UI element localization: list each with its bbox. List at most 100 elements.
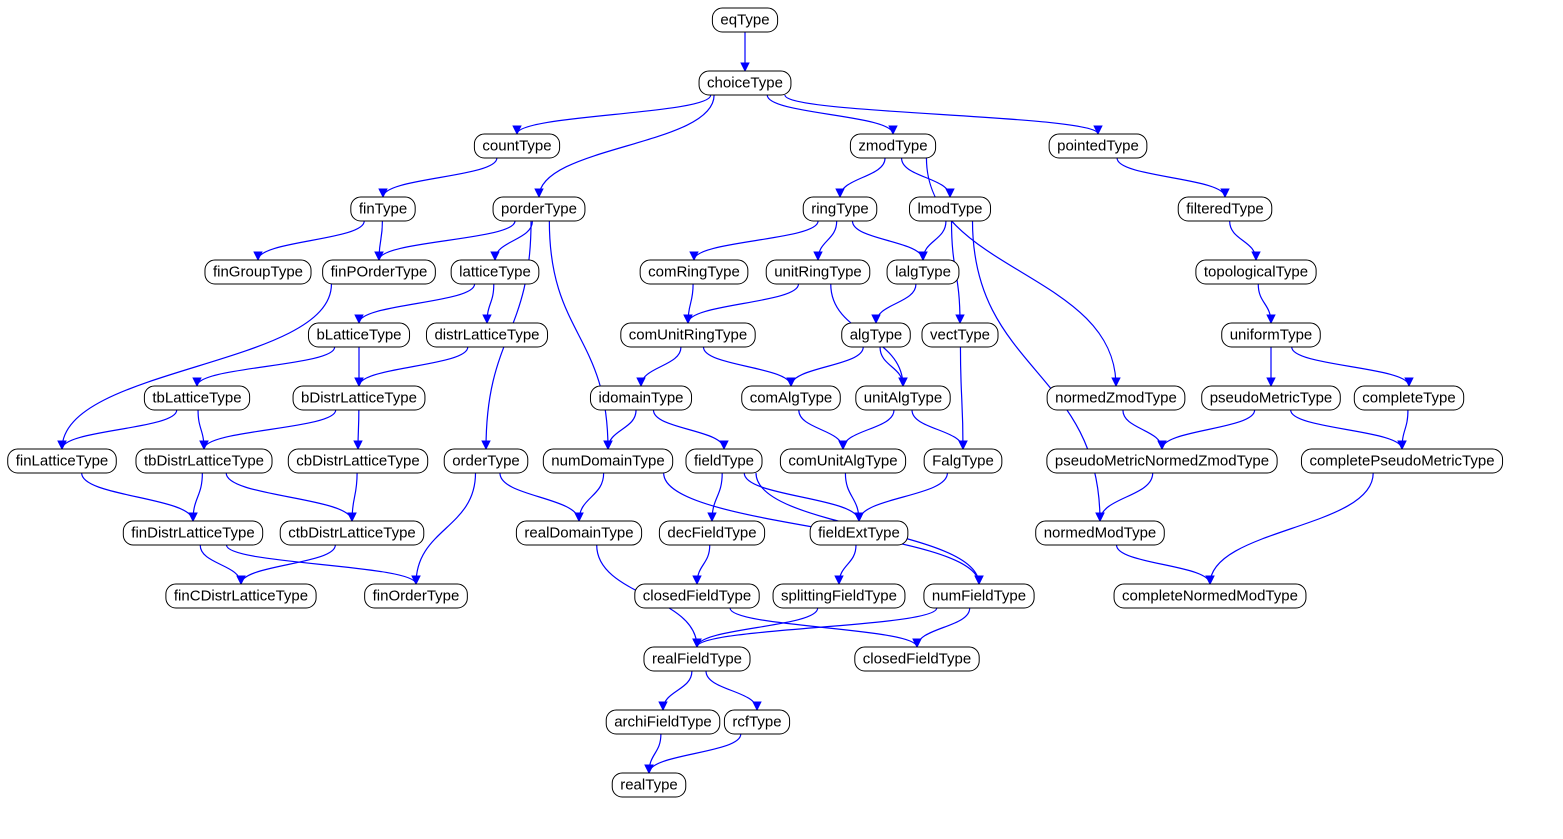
node-label-filteredType: filteredType [1186, 201, 1264, 218]
edge-fieldExtType-splittingFieldType [839, 545, 856, 584]
node-label-topologicalType: topologicalType [1204, 264, 1308, 281]
edge-algType-unitAlgType [880, 347, 903, 386]
node-comUnitAlgType: comUnitAlgType [780, 449, 905, 473]
node-unitRingType: unitRingType [766, 260, 870, 284]
node-label-ringType: ringType [811, 201, 869, 218]
node-eqType: eqType [712, 8, 777, 32]
node-filteredType: filteredType [1178, 197, 1272, 221]
node-label-distrLatticeType: distrLatticeType [434, 327, 539, 344]
node-numFieldType: numFieldType [924, 584, 1034, 608]
node-label-unitRingType: unitRingType [774, 264, 862, 281]
node-latticeType: latticeType [451, 260, 539, 284]
node-label-decFieldType: decFieldType [667, 525, 756, 542]
edge-rcfType-realType [649, 734, 741, 773]
node-countType: countType [474, 134, 559, 158]
node-label-porderType: porderType [501, 201, 577, 218]
node-finGroupType: finGroupType [205, 260, 311, 284]
edge-idomainType-fieldType [653, 410, 724, 449]
node-bDistrLatticeType: bDistrLatticeType [293, 386, 425, 410]
edge-ringType-lalgType [852, 221, 923, 260]
edge-completeType-completePseudoMetricType [1402, 410, 1408, 449]
node-label-numDomainType: numDomainType [551, 453, 664, 470]
edge-finType-finGroupType [258, 221, 364, 260]
type-hierarchy-diagram: eqTypechoiceTypecountTypezmodTypepointed… [0, 0, 1563, 839]
edge-comUnitRingType-idomainType [641, 347, 681, 386]
node-label-countType: countType [482, 138, 551, 155]
edge-choiceType-zmodType [767, 95, 893, 134]
node-label-normedModType: normedModType [1044, 525, 1157, 542]
node-label-finOrderType: finOrderType [373, 588, 460, 605]
node-zmodType: zmodType [850, 134, 935, 158]
node-label-closedFieldType2: closedFieldType [863, 651, 971, 668]
node-label-tbLatticeType: tbLatticeType [152, 390, 241, 407]
node-realType: realType [612, 773, 686, 797]
node-closedFieldType2: closedFieldType [855, 647, 979, 671]
node-splittingFieldType: splittingFieldType [773, 584, 905, 608]
edge-lmodType-normedModType [973, 221, 1101, 521]
node-completeType: completeType [1354, 386, 1463, 410]
node-label-FalgType: FalgType [932, 453, 994, 470]
node-layer: eqTypechoiceTypecountTypezmodTypepointed… [8, 8, 1503, 797]
edge-orderType-finOrderType [416, 473, 476, 584]
edge-orderType-realDomainType [500, 473, 579, 521]
edge-fieldType-decFieldType [712, 473, 722, 521]
edge-algType-comAlgType [791, 347, 863, 386]
edge-distrLatticeType-bDistrLatticeType [359, 347, 468, 386]
edge-decFieldType-closedFieldType [697, 545, 710, 584]
node-finType: finType [351, 197, 415, 221]
edge-bLatticeType-tbLatticeType [197, 347, 335, 386]
node-lmodType: lmodType [909, 197, 990, 221]
node-comRingType: comRingType [640, 260, 748, 284]
node-label-completePseudoMetricType: completePseudoMetricType [1309, 453, 1494, 470]
node-finLatticeType: finLatticeType [8, 449, 117, 473]
node-label-cbDistrLatticeType: cbDistrLatticeType [296, 453, 419, 470]
node-fieldType: fieldType [686, 449, 762, 473]
edge-archiFieldType-realType [649, 734, 661, 773]
node-label-closedFieldType: closedFieldType [643, 588, 751, 605]
node-label-completeType: completeType [1362, 390, 1455, 407]
node-uniformType: uniformType [1222, 323, 1321, 347]
node-finCDistrLatticeType: finCDistrLatticeType [166, 584, 316, 608]
edge-vectType-FalgType [960, 347, 963, 449]
edge-porderType-numDomainType [549, 221, 608, 449]
node-label-ctbDistrLatticeType: ctbDistrLatticeType [288, 525, 416, 542]
node-ringType: ringType [803, 197, 877, 221]
edge-realFieldType-archiFieldType [663, 671, 692, 710]
edge-finPOrderType-finLatticeType [62, 284, 331, 449]
node-label-splittingFieldType: splittingFieldType [781, 588, 897, 605]
edge-latticeType-distrLatticeType [487, 284, 494, 323]
node-numDomainType: numDomainType [543, 449, 672, 473]
node-decFieldType: decFieldType [659, 521, 764, 545]
node-label-archiFieldType: archiFieldType [614, 714, 712, 731]
edge-normedModType-completeNormedModType [1117, 545, 1211, 584]
node-orderType: orderType [444, 449, 528, 473]
node-label-comUnitAlgType: comUnitAlgType [788, 453, 897, 470]
node-label-normedZmodType: normedZmodType [1055, 390, 1177, 407]
node-idomainType: idomainType [590, 386, 691, 410]
node-label-pseudoMetricNormedZmodType: pseudoMetricNormedZmodType [1055, 453, 1269, 470]
node-tbDistrLatticeType: tbDistrLatticeType [136, 449, 272, 473]
node-ctbDistrLatticeType: ctbDistrLatticeType [280, 521, 424, 545]
edge-latticeType-bLatticeType [359, 284, 475, 323]
node-label-vectType: vectType [930, 327, 990, 344]
edge-finDistrLatticeType-finOrderType [226, 545, 416, 584]
node-completeNormedModType: completeNormedModType [1114, 584, 1306, 608]
edge-bDistrLatticeType-tbDistrLatticeType [204, 410, 336, 449]
edge-unitAlgType-comUnitAlgType [843, 410, 894, 449]
node-archiFieldType: archiFieldType [606, 710, 720, 734]
edge-idomainType-numDomainType [608, 410, 636, 449]
node-unitAlgType: unitAlgType [856, 386, 950, 410]
node-label-lalgType: lalgType [895, 264, 951, 281]
edge-realFieldType-rcfType [706, 671, 757, 710]
edge-tbLatticeType-tbDistrLatticeType [198, 410, 204, 449]
node-label-realDomainType: realDomainType [524, 525, 633, 542]
node-rcfType: rcfType [724, 710, 789, 734]
edge-pseudoMetricNormedZmodType-normedModType [1100, 473, 1153, 521]
edge-FalgType-fieldExtType [859, 473, 947, 521]
edge-ringType-comRingType [694, 221, 818, 260]
node-normedModType: normedModType [1036, 521, 1165, 545]
node-pseudoMetricNormedZmodType: pseudoMetricNormedZmodType [1047, 449, 1277, 473]
node-label-bLatticeType: bLatticeType [316, 327, 401, 344]
edge-splittingFieldType-realFieldType [697, 608, 818, 647]
edge-normedZmodType-pseudoMetricNormedZmodType [1123, 410, 1162, 449]
